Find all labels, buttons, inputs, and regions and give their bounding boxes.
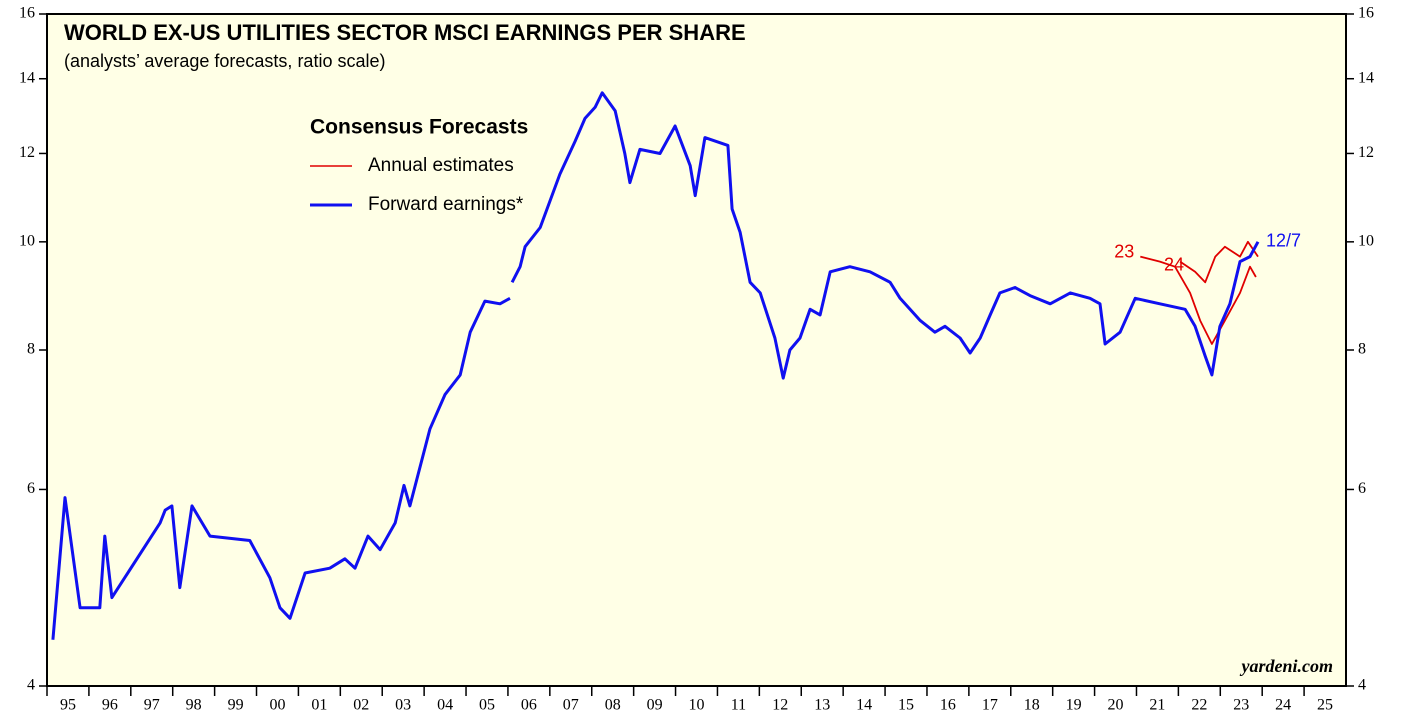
x-tick-label: 96: [102, 697, 118, 714]
x-tick-label: 10: [689, 697, 705, 714]
y-tick-label: 4: [27, 677, 35, 694]
estimate-line: [1140, 255, 1257, 345]
x-tick-label: 22: [1191, 697, 1207, 714]
x-tick-label: 16: [940, 697, 956, 714]
y-tick-label-right: 6: [1358, 480, 1366, 497]
x-tick-label: 18: [1024, 697, 1040, 714]
chart-subtitle: (analysts’ average forecasts, ratio scal…: [64, 51, 385, 71]
y-tick-label-right: 4: [1358, 677, 1366, 694]
y-tick-label: 16: [19, 5, 35, 22]
x-tick-label: 00: [269, 697, 285, 714]
chart-title: WORLD EX-US UTILITIES SECTOR MSCI EARNIN…: [64, 20, 746, 45]
x-tick-label: 97: [144, 697, 160, 714]
y-tick-label-right: 12: [1358, 144, 1374, 161]
forward-earnings-line: [51, 91, 1260, 640]
y-tick-label-right: 16: [1358, 5, 1374, 22]
source: yardeni.com: [1240, 656, 1334, 676]
x-tick-label: 09: [647, 697, 663, 714]
x-tick-label: 21: [1149, 697, 1165, 714]
x-tick-label: 13: [814, 697, 830, 714]
x-tick-label: 20: [1108, 697, 1124, 714]
x-tick-label: 15: [898, 697, 914, 714]
y-tick-label-right: 8: [1358, 341, 1366, 358]
x-tick-label: 11: [731, 697, 746, 714]
segment-label: 24: [1164, 254, 1184, 274]
legend-label: Annual estimates: [368, 155, 514, 176]
y-tick-label: 6: [27, 480, 35, 497]
x-tick-label: 08: [605, 697, 621, 714]
x-tick-label: 03: [395, 697, 411, 714]
x-tick-label: 02: [353, 697, 369, 714]
x-tick-label: 95: [60, 697, 76, 714]
x-tick-label: 01: [311, 697, 327, 714]
x-tick-label: 99: [228, 697, 244, 714]
segment-label: 23: [1114, 241, 1134, 261]
end-label: 12/7: [1266, 231, 1301, 251]
x-tick-label: 24: [1275, 697, 1291, 714]
x-tick-label: 25: [1317, 697, 1333, 714]
x-tick-label: 07: [563, 697, 579, 714]
x-tick-label: 19: [1066, 697, 1082, 714]
plot-area: [46, 13, 1347, 687]
x-tick-label: 06: [521, 697, 537, 714]
y-tick-label: 10: [19, 233, 35, 250]
x-tick-label: 14: [856, 697, 872, 714]
x-tick-label: 17: [982, 697, 998, 714]
x-tick-label: 23: [1233, 697, 1249, 714]
estimate-line: [1179, 240, 1259, 284]
y-tick-label-right: 10: [1358, 233, 1374, 250]
x-tick-label: 12: [772, 697, 788, 714]
x-tick-label: 05: [479, 697, 495, 714]
x-tick-label: 98: [186, 697, 202, 714]
y-tick-label: 12: [19, 144, 35, 161]
y-tick-label: 14: [19, 69, 35, 86]
y-tick-label-right: 14: [1358, 69, 1374, 86]
legend-title: Consensus Forecasts: [310, 116, 528, 139]
x-tick-label: 04: [437, 697, 453, 714]
legend-label: Forward earnings*: [368, 194, 524, 215]
y-tick-label: 8: [27, 341, 35, 358]
